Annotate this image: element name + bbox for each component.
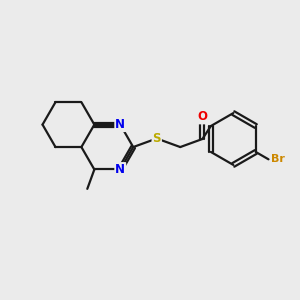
Text: N: N bbox=[115, 118, 125, 131]
Text: N: N bbox=[115, 163, 125, 176]
Text: S: S bbox=[152, 132, 161, 145]
Text: O: O bbox=[197, 110, 207, 123]
Text: Br: Br bbox=[271, 154, 285, 164]
